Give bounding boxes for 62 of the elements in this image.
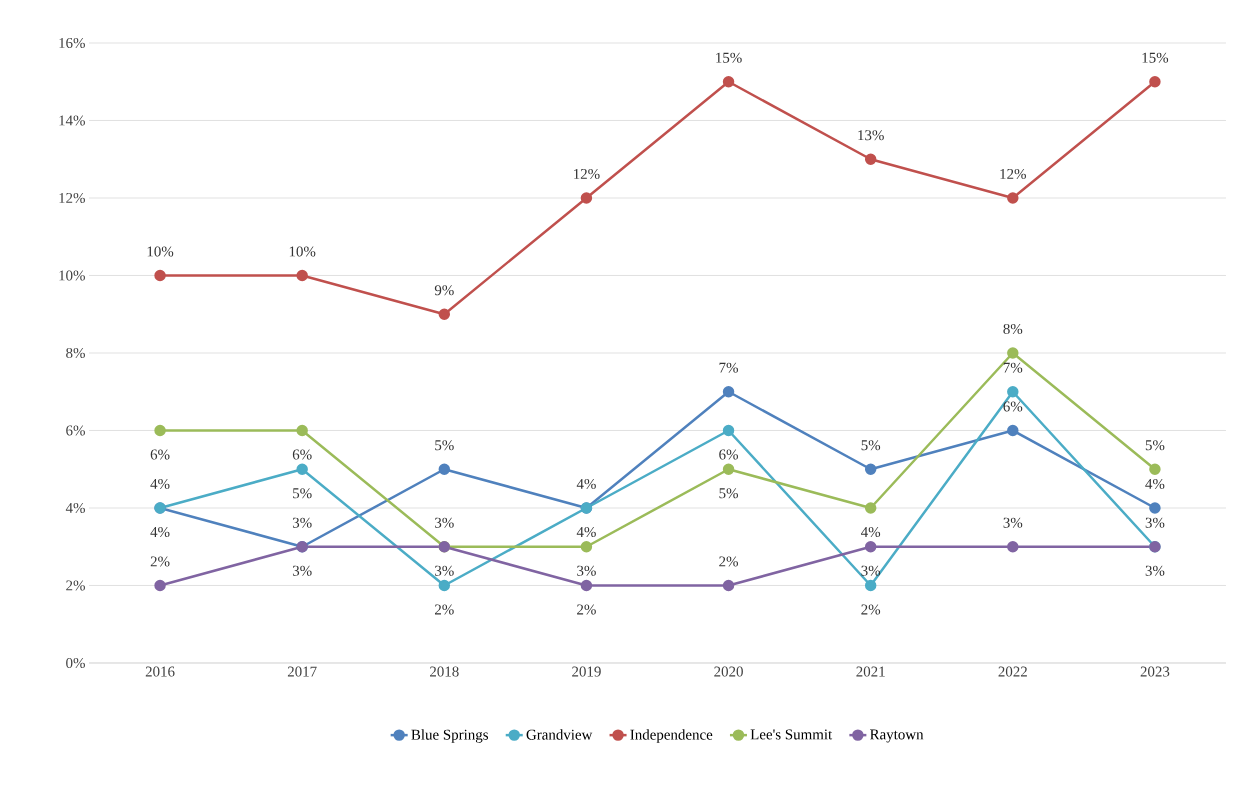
data-label: 4% <box>576 478 596 490</box>
data-label: 2% <box>719 556 738 567</box>
y-tick-label: 2% <box>66 580 85 591</box>
data-label: 2% <box>861 604 881 615</box>
legend-label: Blue Springs <box>411 729 488 743</box>
data-label: 4% <box>861 526 881 538</box>
data-label: 3% <box>1003 517 1023 528</box>
data-label: 3% <box>1145 565 1165 576</box>
data-label: 8% <box>1003 323 1023 335</box>
data-label: 3% <box>861 565 881 576</box>
data-label: 6% <box>719 449 738 460</box>
y-tick-label: 12% <box>59 192 85 204</box>
y-tick-label: 14% <box>59 115 85 126</box>
y-tick-label: 8% <box>66 347 85 359</box>
data-label: 4% <box>150 526 170 538</box>
x-tick-label: 2023 <box>1140 666 1170 677</box>
x-tick-label: 2017 <box>287 666 317 677</box>
y-tick-label: 10% <box>59 270 85 281</box>
data-label: 6% <box>150 449 170 460</box>
y-tick-label: 6% <box>66 425 85 436</box>
data-label: 3% <box>435 565 454 576</box>
data-label: 2% <box>577 604 596 615</box>
data-label: 5% <box>861 440 881 451</box>
data-label: 7% <box>719 362 738 373</box>
data-label: 3% <box>292 517 312 528</box>
data-label: 12% <box>574 168 600 180</box>
data-label: 12% <box>1000 168 1026 180</box>
y-tick-label: 0% <box>66 657 85 669</box>
x-tick-label: 2020 <box>714 666 743 677</box>
x-tick-label: 2018 <box>430 666 459 677</box>
data-label: 2% <box>150 556 170 567</box>
x-tick-label: 2021 <box>856 666 885 677</box>
data-label: 15% <box>1142 52 1169 63</box>
data-label: 4% <box>150 478 170 490</box>
y-tick-label: 4% <box>65 502 85 514</box>
data-label: 7% <box>1003 362 1023 373</box>
data-label: 3% <box>577 565 596 576</box>
data-label: 3% <box>1145 517 1165 528</box>
x-tick-label: 2016 <box>145 666 175 677</box>
data-label: 13% <box>858 130 884 141</box>
legend-label: Raytown <box>870 729 924 743</box>
legend-label: Grandview <box>526 729 593 740</box>
data-label: 3% <box>435 517 454 528</box>
data-label: 4% <box>576 526 596 538</box>
data-label: 5% <box>293 488 312 499</box>
data-label: 5% <box>1145 440 1165 451</box>
data-label: 10% <box>289 246 316 257</box>
data-label: 2% <box>435 604 454 615</box>
data-label: 5% <box>719 488 738 499</box>
y-tick-label: 16% <box>59 37 85 49</box>
data-label: 3% <box>292 565 312 576</box>
data-label: 10% <box>147 246 174 257</box>
data-label: 5% <box>435 440 454 451</box>
x-tick-label: 2022 <box>998 666 1027 677</box>
data-label: 9% <box>434 285 454 296</box>
x-tick-label: 2019 <box>572 666 601 677</box>
legend-label: Independence <box>630 729 713 743</box>
legend-label: Lee's Summit <box>750 729 833 740</box>
data-label: 15% <box>716 52 742 63</box>
data-label: 6% <box>1003 401 1023 412</box>
data-label: 4% <box>1145 478 1165 490</box>
data-label: 6% <box>292 449 312 460</box>
